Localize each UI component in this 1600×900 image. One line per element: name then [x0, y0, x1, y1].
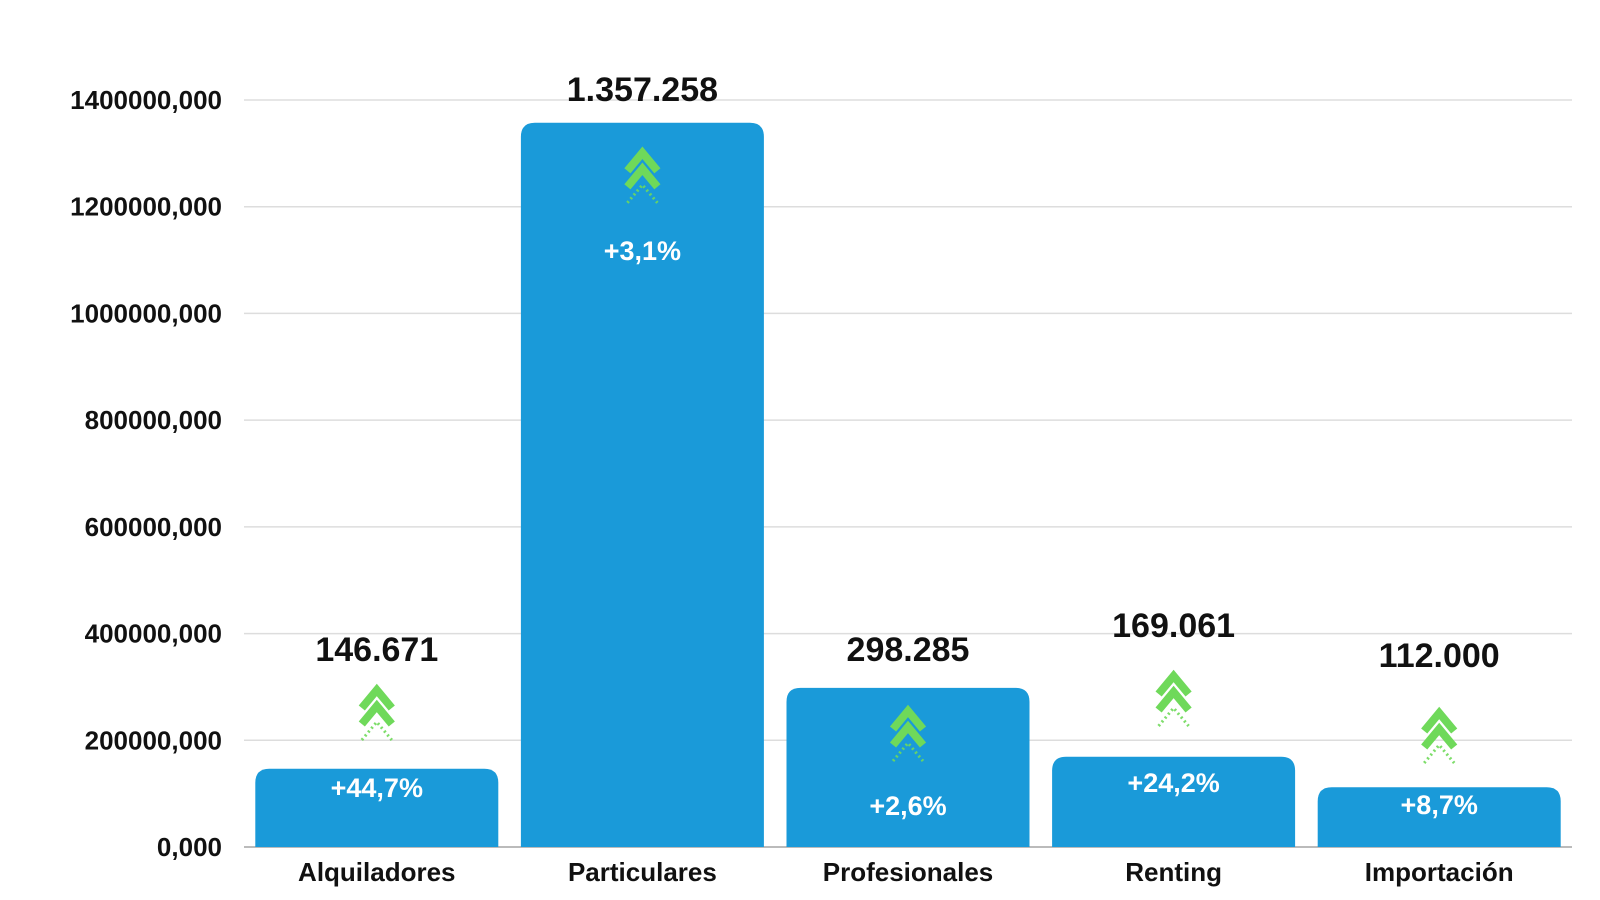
- up-arrow-icon: [1421, 706, 1458, 764]
- y-tick-label: 400000,000: [85, 619, 222, 649]
- y-tick-label: 0,000: [157, 832, 222, 862]
- y-tick-label: 1400000,000: [70, 85, 222, 115]
- data-label: 1.357.258: [567, 71, 718, 109]
- bar: [1052, 756, 1296, 847]
- x-tick-label: Alquiladores: [298, 857, 455, 887]
- x-tick-label: Profesionales: [823, 857, 994, 887]
- y-tick-label: 200000,000: [85, 725, 222, 755]
- change-label: +3,1%: [604, 236, 681, 266]
- change-label: +8,7%: [1401, 790, 1478, 820]
- up-arrow-icon: [889, 704, 927, 762]
- up-arrow-icon: [624, 146, 661, 204]
- y-tick-label: 1200000,000: [70, 192, 222, 222]
- data-label: 146.671: [315, 631, 438, 669]
- bar: [1317, 787, 1561, 847]
- data-label: 298.285: [847, 631, 970, 669]
- x-tick-label: Renting: [1125, 857, 1222, 887]
- up-arrow-icon: [358, 683, 395, 741]
- change-label: +24,2%: [1127, 768, 1219, 798]
- y-tick-label: 1000000,000: [70, 298, 222, 328]
- up-arrow-icon: [1155, 669, 1192, 727]
- data-label: 169.061: [1112, 607, 1235, 645]
- bar: [520, 122, 764, 847]
- y-tick-label: 600000,000: [85, 512, 222, 542]
- y-tick-label: 800000,000: [85, 405, 222, 435]
- x-tick-label: Particulares: [568, 857, 717, 887]
- y-axis-ticks: 0,000 200000,000 400000,000 600000,000 80000…: [70, 85, 222, 862]
- bars: [255, 122, 1561, 847]
- bar: [255, 768, 499, 847]
- data-label: 112.000: [1379, 637, 1500, 675]
- bar: [786, 687, 1030, 847]
- labels: 146.671 +44,7% Alquiladores 1.357.258 +3,1% P…: [298, 71, 1514, 887]
- x-tick-label: Importación: [1365, 857, 1514, 887]
- change-label: +44,7%: [331, 773, 423, 803]
- change-label: +2,6%: [869, 791, 946, 821]
